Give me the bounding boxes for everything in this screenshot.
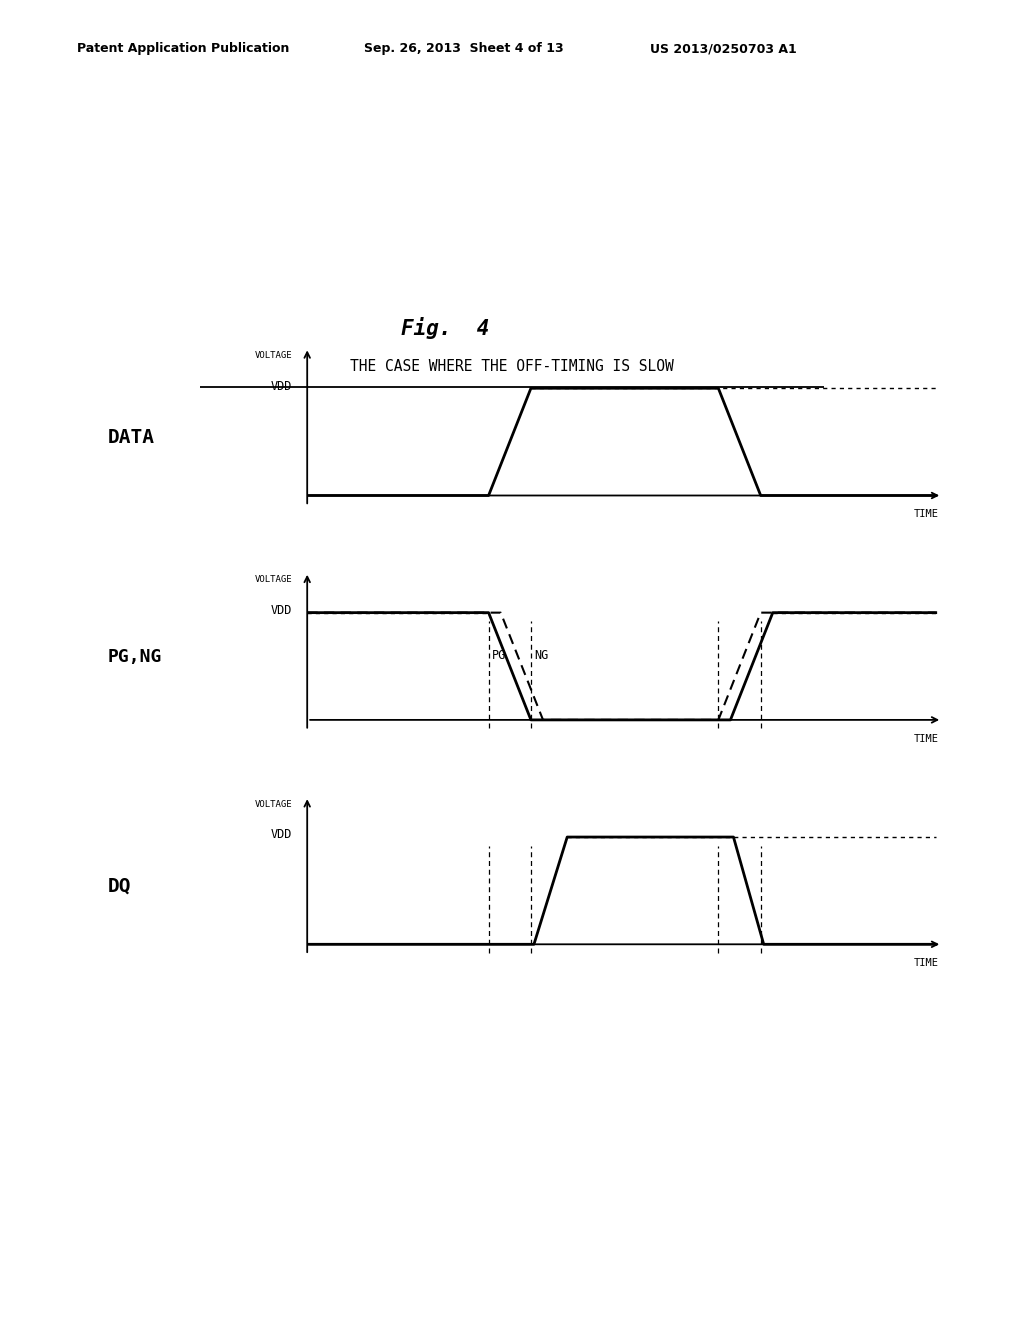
Text: TIME: TIME (913, 734, 939, 744)
Text: THE CASE WHERE THE OFF-TIMING IS SLOW: THE CASE WHERE THE OFF-TIMING IS SLOW (350, 359, 674, 374)
Text: TIME: TIME (913, 510, 939, 520)
Text: VDD: VDD (270, 605, 292, 616)
Text: Fig.  4: Fig. 4 (401, 317, 489, 339)
Text: NG: NG (534, 649, 548, 663)
Text: Sep. 26, 2013  Sheet 4 of 13: Sep. 26, 2013 Sheet 4 of 13 (364, 42, 563, 55)
Text: DQ: DQ (108, 876, 131, 896)
Text: DATA: DATA (108, 428, 155, 447)
Text: PG: PG (492, 649, 506, 663)
Text: PG,NG: PG,NG (108, 648, 162, 665)
Text: Patent Application Publication: Patent Application Publication (77, 42, 289, 55)
Text: VDD: VDD (270, 380, 292, 392)
Text: US 2013/0250703 A1: US 2013/0250703 A1 (650, 42, 797, 55)
Text: VOLTAGE: VOLTAGE (254, 800, 292, 809)
Text: VDD: VDD (270, 829, 292, 841)
Text: VOLTAGE: VOLTAGE (254, 576, 292, 585)
Text: TIME: TIME (913, 958, 939, 969)
Text: VOLTAGE: VOLTAGE (254, 351, 292, 360)
